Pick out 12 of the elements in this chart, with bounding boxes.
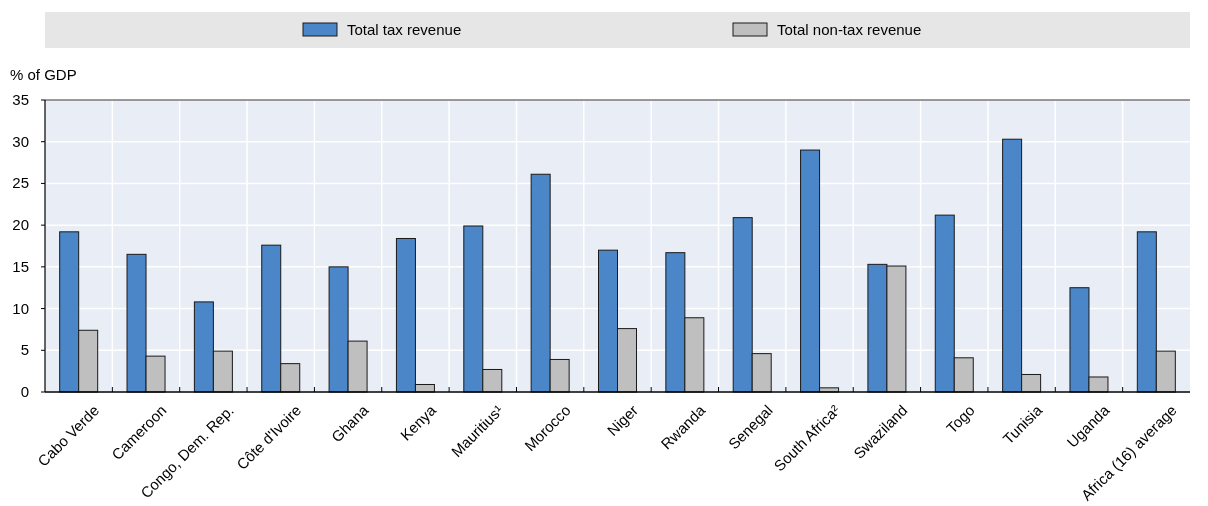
y-tick-label: 20 <box>12 216 29 234</box>
y-tick-label: 0 <box>20 383 29 400</box>
x-tick-label: Togo <box>942 401 978 437</box>
y-tick-label: 35 <box>12 91 29 108</box>
y-tick-label: 15 <box>12 257 29 275</box>
y-tick-label: 10 <box>12 299 29 317</box>
y-tick-label: 5 <box>20 341 29 359</box>
y-tick-label: 25 <box>12 174 29 192</box>
y-tick-label: 30 <box>12 132 29 150</box>
legend-label: Total non-tax revenue <box>777 21 922 38</box>
legend-label: Total tax revenue <box>347 21 462 38</box>
y-axis-title: % of GDP <box>10 66 77 83</box>
